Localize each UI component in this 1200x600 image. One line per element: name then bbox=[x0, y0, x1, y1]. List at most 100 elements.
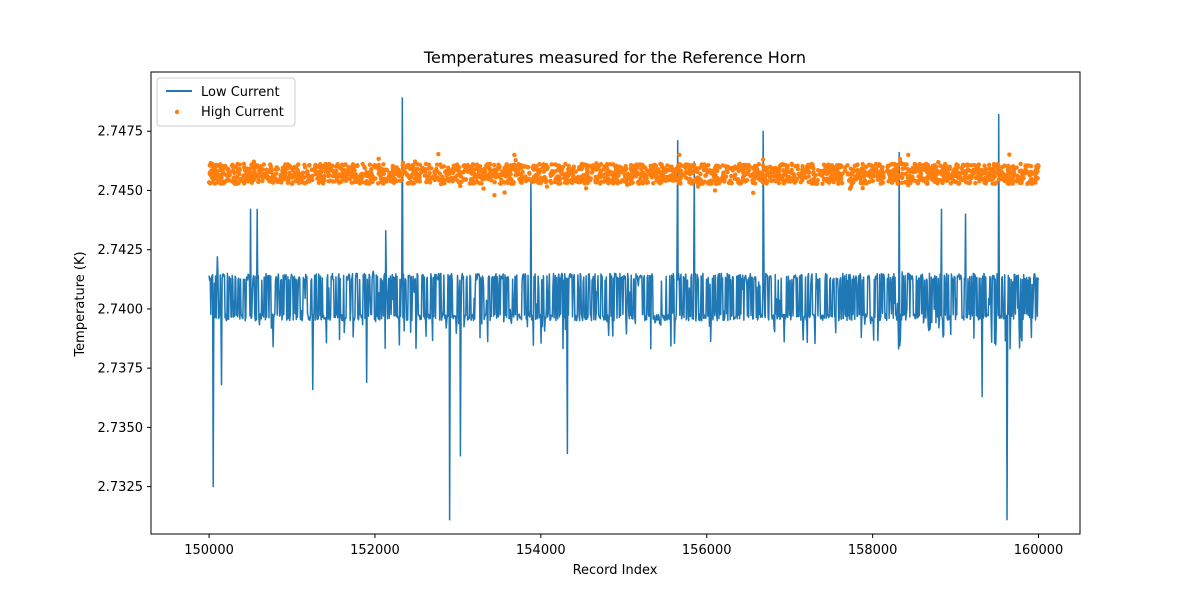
high-current-point bbox=[211, 167, 217, 172]
high-current-point bbox=[439, 164, 444, 169]
high-current-point bbox=[1008, 177, 1013, 183]
high-current-point bbox=[1000, 170, 1005, 175]
high-current-point bbox=[400, 160, 406, 165]
high-current-point bbox=[1005, 167, 1011, 172]
high-current-point bbox=[854, 162, 860, 168]
high-current-point bbox=[376, 156, 381, 161]
high-current-point bbox=[901, 162, 907, 167]
high-current-point bbox=[249, 173, 254, 178]
high-current-point bbox=[736, 180, 741, 185]
high-current-point bbox=[721, 170, 726, 175]
high-current-point bbox=[364, 170, 369, 175]
high-current-point bbox=[548, 178, 553, 184]
high-current-point bbox=[942, 177, 947, 183]
high-current-point bbox=[256, 177, 261, 182]
high-current-point bbox=[839, 180, 845, 186]
high-current-point bbox=[341, 162, 347, 168]
high-current-point bbox=[455, 178, 460, 183]
high-current-point bbox=[273, 167, 278, 172]
high-current-point bbox=[596, 164, 601, 169]
high-current-point bbox=[268, 162, 273, 167]
high-current-point bbox=[1011, 164, 1016, 169]
high-current-point bbox=[614, 177, 620, 183]
high-current-point bbox=[649, 167, 654, 172]
high-current-point bbox=[465, 162, 470, 168]
high-current-point bbox=[687, 166, 693, 171]
high-current-point bbox=[300, 170, 306, 175]
high-current-point bbox=[498, 181, 503, 186]
high-current-point bbox=[287, 170, 292, 176]
high-current-point bbox=[602, 164, 607, 169]
high-current-point bbox=[346, 164, 351, 170]
high-current-point bbox=[691, 162, 697, 167]
high-current-point bbox=[405, 181, 411, 186]
high-current-point bbox=[983, 176, 989, 182]
high-current-point bbox=[269, 175, 274, 181]
high-current-point bbox=[500, 169, 505, 174]
high-current-point bbox=[615, 167, 621, 173]
high-current-point bbox=[661, 168, 666, 174]
high-current-point bbox=[300, 180, 305, 185]
x-tick-label: 160000 bbox=[1014, 543, 1064, 558]
high-current-point bbox=[706, 162, 711, 168]
high-current-point bbox=[746, 162, 751, 168]
high-current-point bbox=[235, 167, 241, 172]
high-current-point bbox=[597, 181, 603, 186]
high-current-point bbox=[776, 167, 781, 172]
high-current-point bbox=[983, 181, 988, 186]
high-current-point bbox=[479, 167, 484, 173]
high-current-point bbox=[982, 163, 987, 168]
high-current-point bbox=[329, 165, 334, 170]
high-current-point bbox=[880, 170, 886, 175]
high-current-point bbox=[215, 174, 220, 179]
high-current-point bbox=[792, 174, 797, 179]
high-current-outlier bbox=[750, 190, 756, 196]
high-current-point bbox=[787, 169, 792, 175]
high-current-point bbox=[645, 168, 650, 174]
high-current-point bbox=[712, 169, 718, 175]
high-current-point bbox=[633, 174, 639, 179]
high-current-point bbox=[441, 181, 446, 186]
high-current-point bbox=[954, 172, 960, 177]
high-current-point bbox=[1005, 172, 1011, 177]
high-current-point bbox=[389, 170, 394, 175]
high-current-point bbox=[538, 175, 544, 180]
high-current-point bbox=[757, 177, 762, 182]
high-current-point bbox=[638, 172, 643, 177]
high-current-point bbox=[530, 166, 536, 172]
high-current-point bbox=[381, 162, 386, 167]
high-current-point bbox=[972, 162, 977, 168]
high-current-point bbox=[468, 165, 474, 170]
high-current-point bbox=[886, 179, 891, 184]
series-low-current-line bbox=[208, 97, 1040, 521]
high-current-point bbox=[784, 163, 789, 168]
high-current-point bbox=[470, 162, 476, 167]
high-current-point bbox=[536, 171, 541, 177]
high-current-point bbox=[811, 166, 816, 171]
high-current-point bbox=[958, 176, 963, 182]
y-tick-label: 2.7325 bbox=[98, 480, 144, 495]
high-current-point bbox=[560, 164, 566, 170]
high-current-point bbox=[255, 173, 260, 178]
high-current-point bbox=[207, 181, 213, 186]
high-current-point bbox=[287, 164, 293, 169]
high-current-point bbox=[913, 178, 919, 184]
high-current-point bbox=[824, 176, 829, 181]
high-current-point bbox=[848, 184, 854, 190]
high-current-outlier bbox=[860, 185, 865, 191]
high-current-point bbox=[820, 181, 825, 186]
high-current-point bbox=[549, 162, 554, 167]
high-current-point bbox=[557, 163, 562, 169]
high-current-point bbox=[273, 176, 278, 181]
high-current-point bbox=[571, 165, 576, 171]
high-current-point bbox=[652, 163, 657, 168]
y-axis-label: Temperature (K) bbox=[73, 251, 88, 357]
high-current-point bbox=[764, 181, 769, 186]
high-current-point bbox=[390, 163, 396, 169]
high-current-point bbox=[617, 164, 622, 169]
high-current-point bbox=[653, 173, 659, 178]
high-current-point bbox=[995, 165, 1000, 170]
chart-title: Temperatures measured for the Reference … bbox=[423, 48, 806, 67]
high-current-point bbox=[410, 181, 416, 186]
high-current-point bbox=[925, 176, 931, 181]
